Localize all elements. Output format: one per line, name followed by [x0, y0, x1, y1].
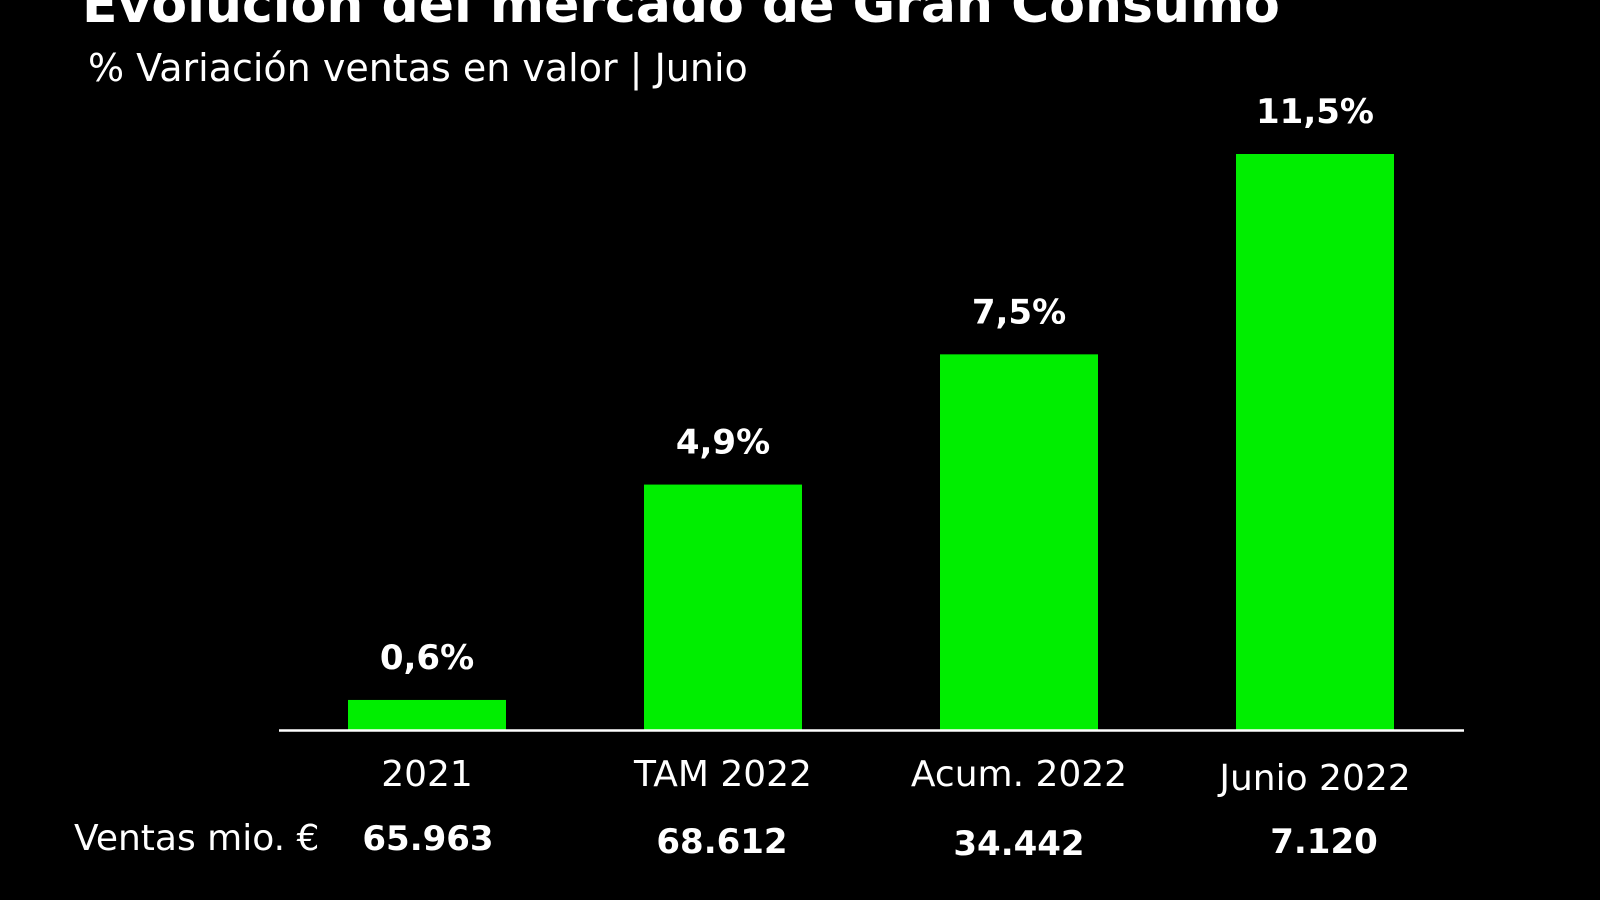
- category-labels-group: 2021 TAM 2022 Acum. 2022 Junio 2022: [381, 754, 1410, 799]
- bar-3: [940, 354, 1098, 730]
- bar-value-label-1: 0,6%: [380, 638, 474, 678]
- category-label-1: 2021: [381, 754, 473, 795]
- sales-values-group: 65.963 68.612 34.442 7.120: [362, 819, 1377, 864]
- chart-subtitle: % Variación ventas en valor | Junio: [88, 46, 748, 91]
- bars-group: [348, 154, 1394, 730]
- category-label-4: Junio 2022: [1217, 758, 1410, 799]
- bar-value-label-4: 11,5%: [1256, 92, 1374, 132]
- bar-value-label-2: 4,9%: [676, 423, 770, 463]
- category-label-2: TAM 2022: [633, 754, 812, 795]
- sales-row-label: Ventas mio. €: [74, 818, 319, 859]
- category-label-3: Acum. 2022: [911, 754, 1127, 795]
- chart-title: Evolución del mercado de Gran Consumo: [82, 0, 1280, 35]
- bar-4: [1236, 154, 1394, 730]
- sales-value-3: 34.442: [953, 824, 1084, 864]
- bar-value-label-3: 7,5%: [972, 292, 1066, 332]
- sales-value-4: 7.120: [1270, 822, 1378, 862]
- bar-2: [644, 484, 802, 730]
- sales-value-2: 68.612: [656, 822, 787, 862]
- bar-1: [348, 699, 506, 730]
- sales-value-1: 65.963: [362, 819, 493, 859]
- value-labels-group: 0,6% 4,9% 7,5% 11,5%: [380, 92, 1374, 678]
